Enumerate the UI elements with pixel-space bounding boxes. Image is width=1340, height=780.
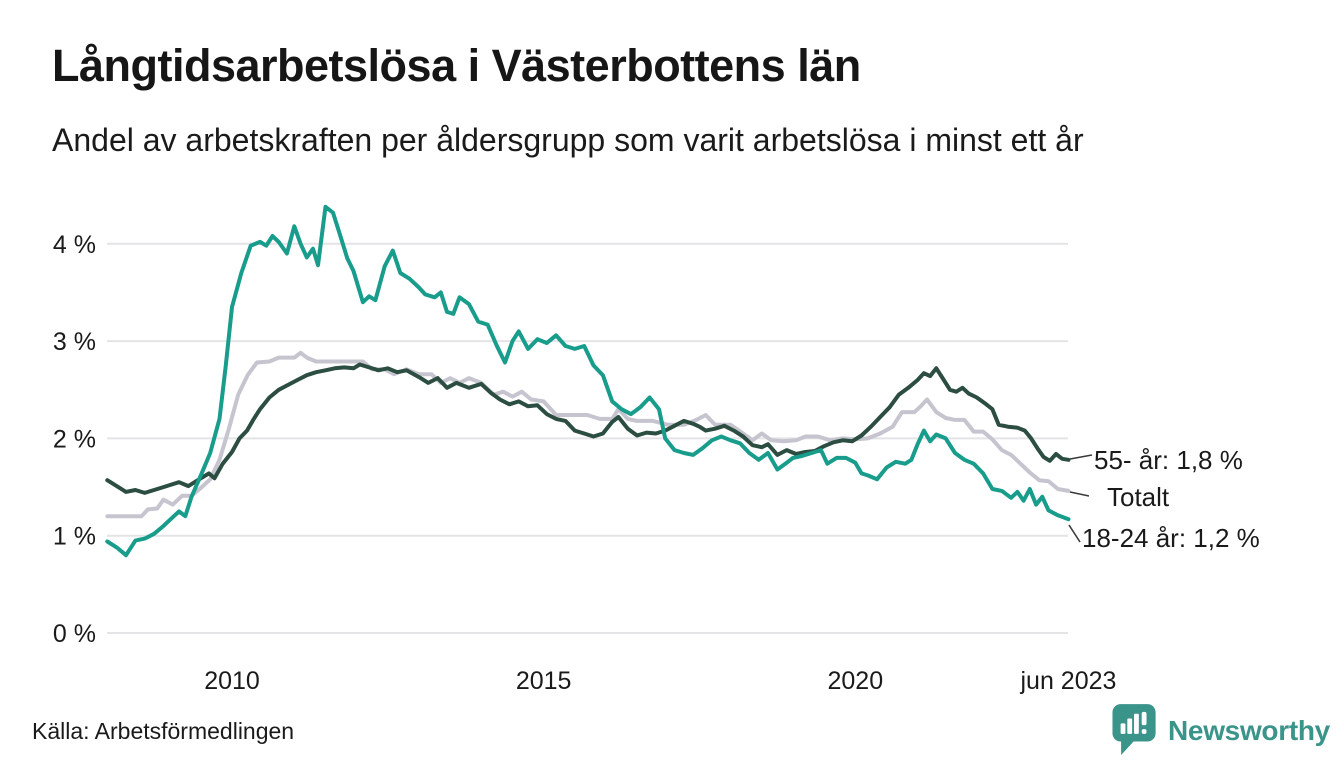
y-tick-label-3: 3 % <box>53 328 96 356</box>
series-line-18-24 år <box>105 204 1071 558</box>
series-end-label-55-ar: 55- år: 1,8 % <box>1094 445 1243 475</box>
newsworthy-speech-bubble-chart-icon <box>1112 703 1158 759</box>
y-tick-label-1: 1 % <box>53 523 96 551</box>
x-tick-label: 2010 <box>204 667 260 695</box>
label-connector <box>1069 491 1090 497</box>
series-line-Totalt <box>105 350 1071 519</box>
series-line-55- år <box>105 362 1071 495</box>
series-end-label-totalt: Totalt <box>1107 482 1170 512</box>
x-tick-label: jun 2023 <box>1019 667 1116 695</box>
y-tick-label-2: 2 % <box>53 425 96 453</box>
series-end-label-18-24-ar: 18-24 år: 1,2 % <box>1082 523 1260 553</box>
x-tick-label: 2020 <box>827 667 883 695</box>
label-connector <box>1069 454 1093 460</box>
y-tick-label-4: 4 % <box>53 231 96 259</box>
x-tick-label: 2015 <box>516 667 572 695</box>
y-tick-label-0: 0 % <box>53 620 96 648</box>
page-subtitle: Andel av arbetskraften per åldersgrupp s… <box>52 122 1084 158</box>
label-connector <box>1068 524 1081 543</box>
brand-wordmark: Newsworthy <box>1168 715 1330 746</box>
page-title: Långtidsarbetslösa i Västerbottens län <box>52 40 861 91</box>
source-note: Källa: Arbetsförmedlingen <box>32 718 295 744</box>
brand-logo: Newsworthy <box>1112 703 1330 759</box>
